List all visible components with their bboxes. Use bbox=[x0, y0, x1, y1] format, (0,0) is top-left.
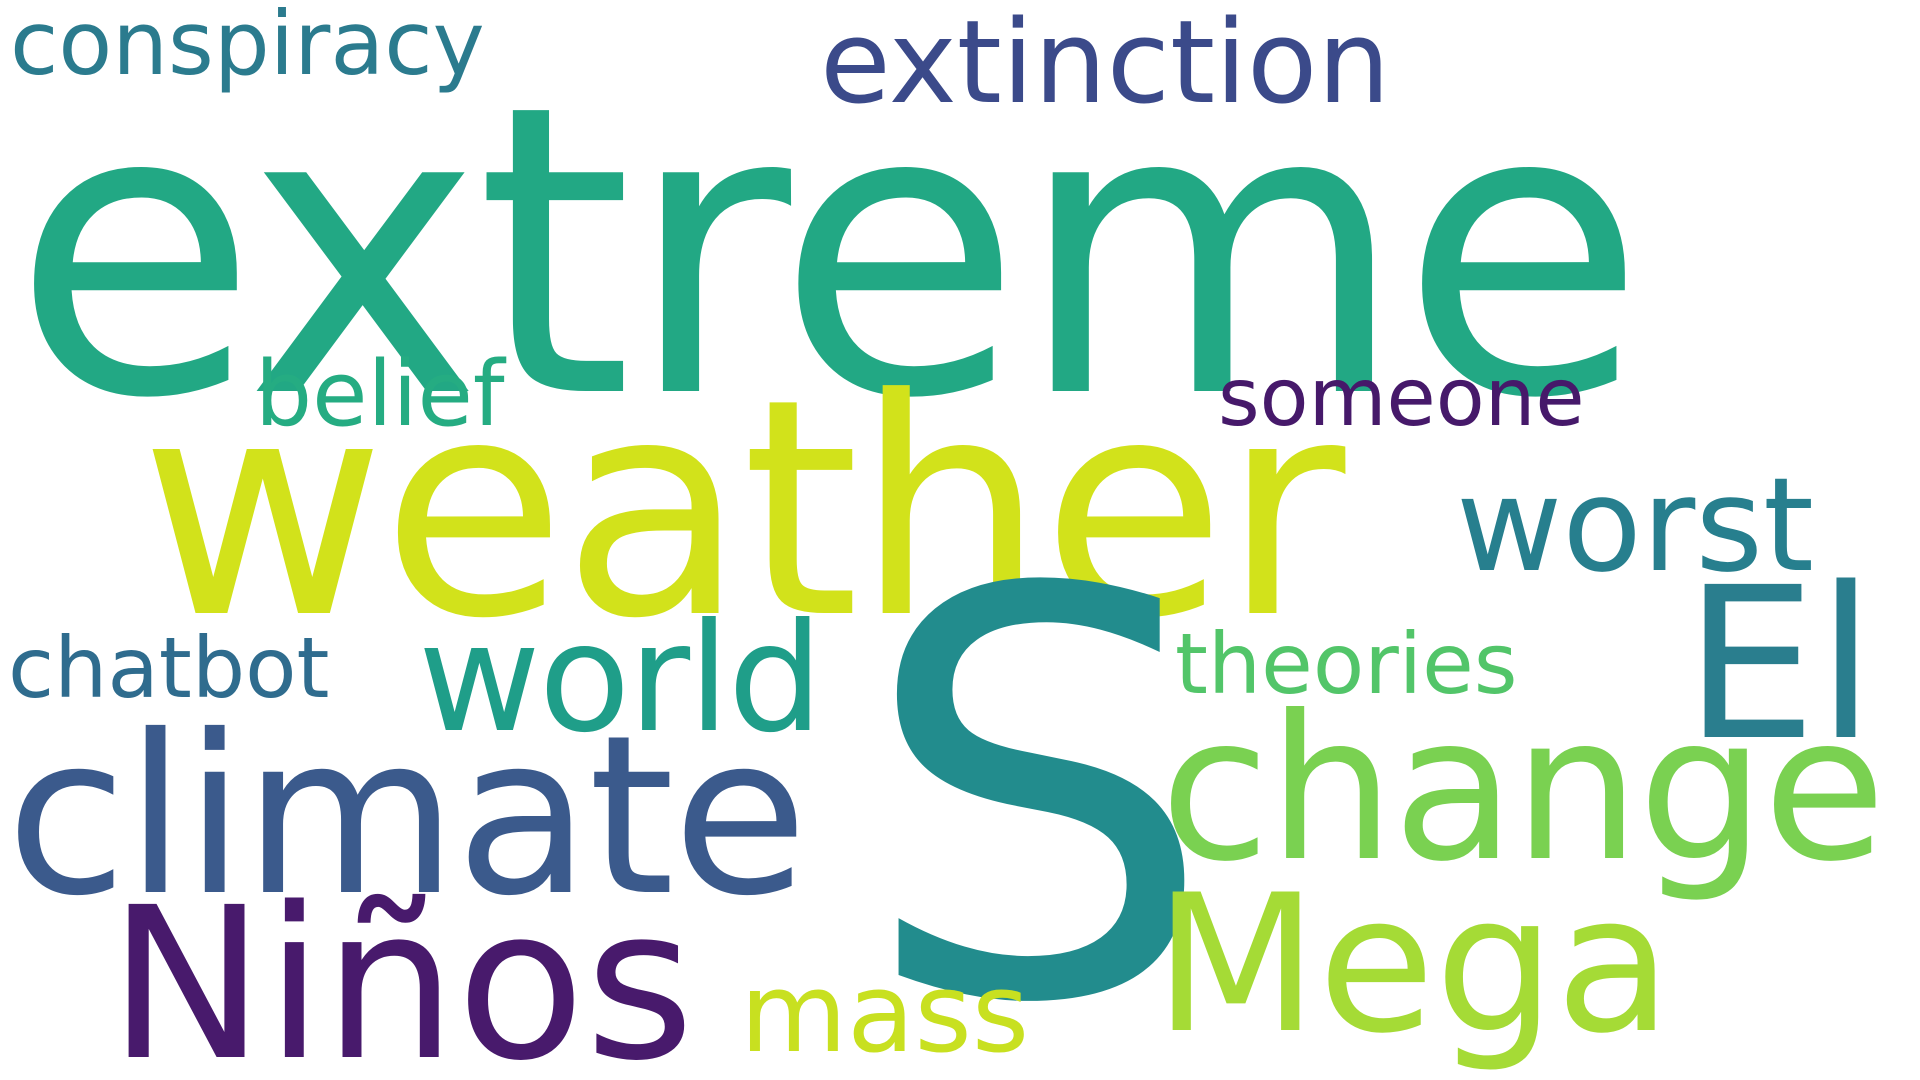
word-belief: belief bbox=[255, 342, 505, 447]
word-weather: weather bbox=[140, 335, 1345, 684]
word-chatbot: chatbot bbox=[8, 619, 330, 717]
word-mega: Mega bbox=[1154, 854, 1672, 1075]
word-change: change bbox=[1160, 673, 1886, 906]
word-el: El bbox=[1684, 542, 1876, 787]
word-mass: mass bbox=[740, 949, 1030, 1077]
word-ninos: Niños bbox=[108, 862, 695, 1080]
word-someone: someone bbox=[1218, 351, 1585, 444]
word-s: S bbox=[860, 474, 1216, 1080]
word-world: world bbox=[418, 592, 823, 766]
word-extreme: extreme bbox=[12, 21, 1646, 486]
word-worst: worst bbox=[1456, 449, 1815, 601]
word-extinction: extinction bbox=[820, 0, 1391, 130]
word-climate: climate bbox=[6, 688, 808, 944]
word-theories: theories bbox=[1175, 615, 1518, 713]
word-conspiracy: conspiracy bbox=[10, 0, 485, 95]
